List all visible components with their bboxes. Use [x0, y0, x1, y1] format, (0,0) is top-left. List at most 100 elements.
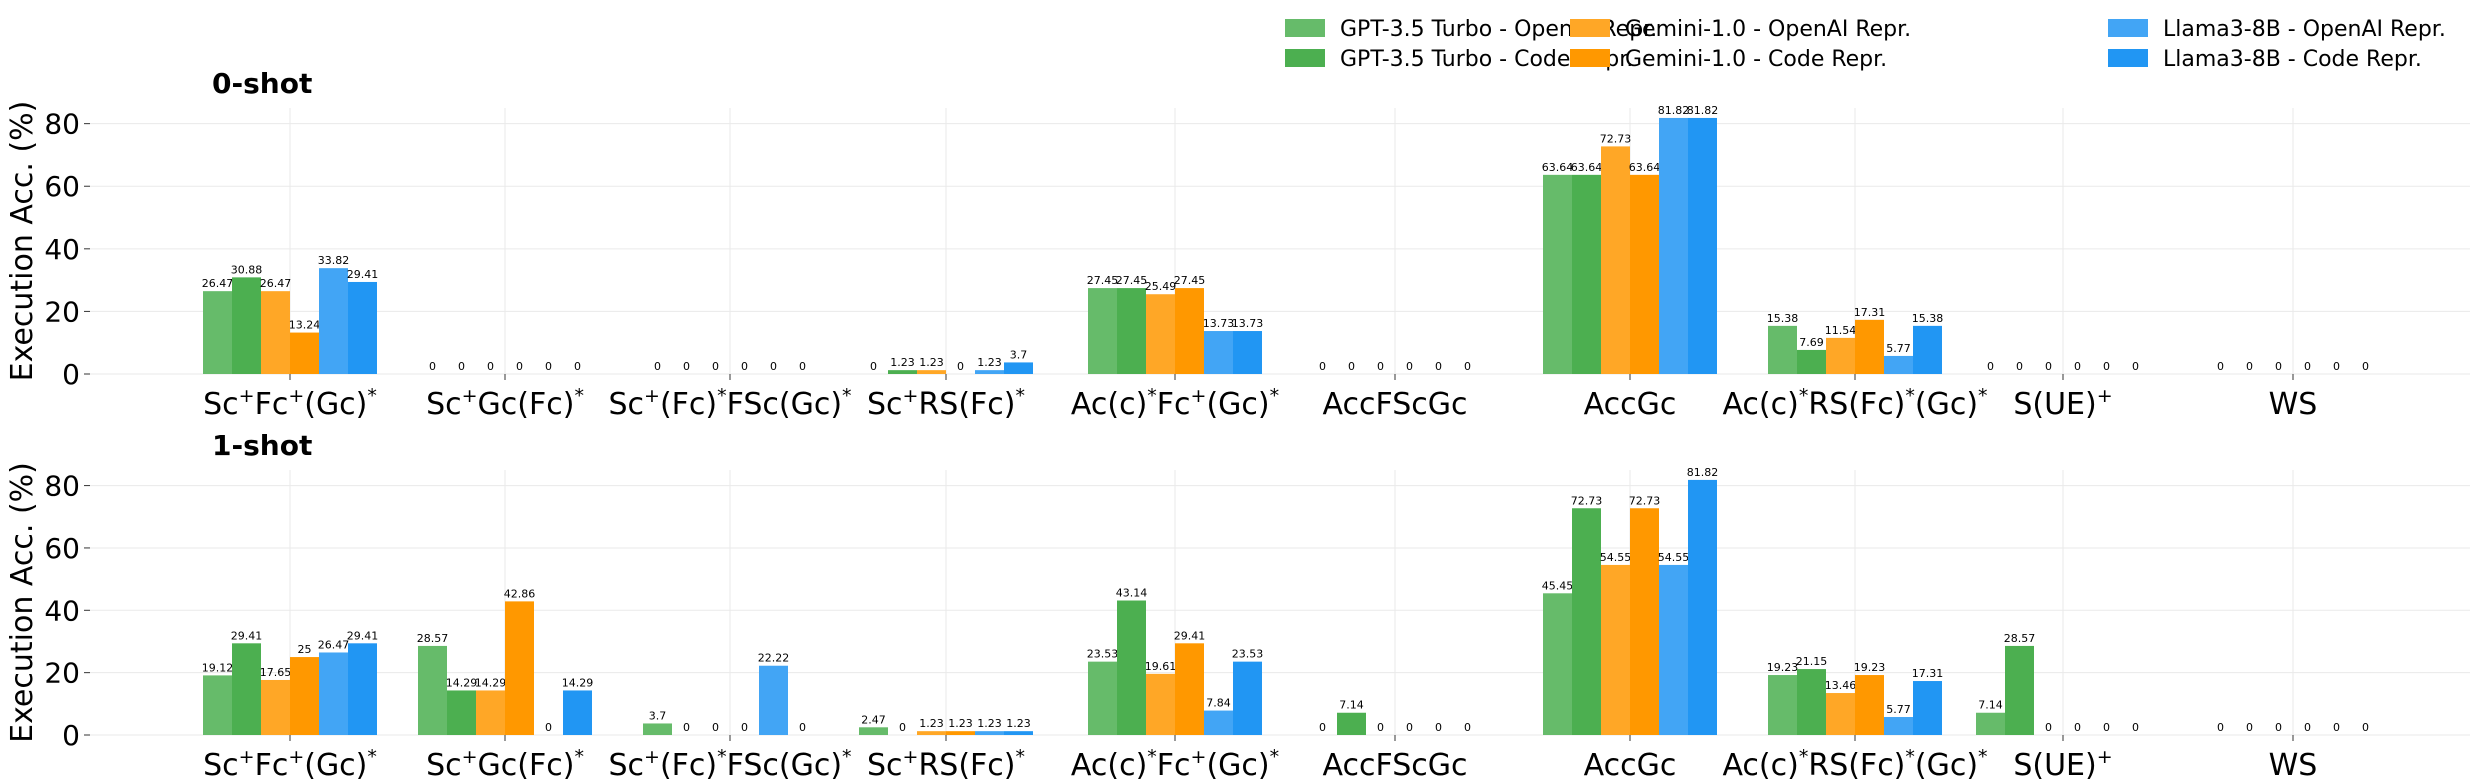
data-label: 54.55	[1658, 551, 1690, 564]
data-label: 72.73	[1600, 132, 1632, 145]
data-label: 43.14	[1116, 587, 1148, 600]
x-tick-label: Sc+(Fc)*FSc(Gc)*​	[608, 746, 851, 783]
bar	[1117, 288, 1146, 374]
data-label: 26.47	[318, 638, 350, 651]
data-label: 29.41	[347, 629, 379, 642]
data-label: 81.82	[1687, 104, 1719, 117]
bar	[319, 268, 348, 374]
data-label: 22.22	[758, 652, 790, 665]
bar	[505, 601, 534, 735]
bar	[348, 281, 377, 374]
data-label: 0	[799, 721, 806, 734]
bar	[261, 291, 290, 374]
bar	[975, 370, 1004, 374]
data-label: 1.23	[890, 356, 915, 369]
data-label: 1.23	[948, 717, 973, 730]
bar	[1659, 117, 1688, 374]
data-label: 13.46	[1825, 679, 1857, 692]
data-label: 28.57	[2004, 632, 2036, 645]
data-label: 81.82	[1658, 104, 1690, 117]
data-label: 0	[1464, 360, 1471, 373]
data-label: 0	[2304, 360, 2311, 373]
data-label: 0	[2045, 721, 2052, 734]
data-label: 0	[2217, 721, 2224, 734]
bar	[1768, 325, 1797, 374]
data-label: 0	[870, 360, 877, 373]
x-tick-label: Sc+Fc+(Gc)*​	[203, 385, 377, 422]
data-label: 7.84	[1206, 697, 1231, 710]
bar	[1543, 174, 1572, 374]
data-label: 0	[2304, 721, 2311, 734]
data-label: 26.47	[202, 277, 234, 290]
bar	[1004, 362, 1033, 374]
data-label: 13.24	[289, 319, 321, 332]
data-label: 0	[1406, 721, 1413, 734]
bar	[1543, 593, 1572, 735]
data-label: 19.23	[1767, 661, 1799, 674]
bar	[1768, 675, 1797, 735]
bar	[1826, 693, 1855, 735]
bar	[1572, 508, 1601, 735]
bar-group: 0 0 0 0 0 0	[2217, 360, 2369, 373]
data-label: 17.31	[1854, 306, 1886, 319]
data-label: 0	[2074, 721, 2081, 734]
bar	[2005, 645, 2034, 735]
data-label: 63.64	[1629, 161, 1661, 174]
data-label: 19.23	[1854, 661, 1886, 674]
bar	[203, 675, 232, 735]
y-axis-label: Execution Acc. (%)	[5, 462, 40, 743]
data-label: 14.29	[562, 676, 594, 689]
panel-title: 0-shot	[212, 67, 312, 100]
data-label: 26.47	[260, 277, 292, 290]
data-label: 0	[741, 721, 748, 734]
data-label: 30.88	[231, 263, 263, 276]
legend-item: Llama3-8B - Code Repr.	[2108, 47, 2422, 72]
data-label: 0	[2217, 360, 2224, 373]
data-label: 25	[298, 643, 312, 656]
data-label: 15.38	[1767, 312, 1799, 325]
bar	[1913, 681, 1942, 735]
y-tick-label: 0	[62, 719, 80, 752]
data-label: 0	[1464, 721, 1471, 734]
bar	[1913, 325, 1942, 374]
data-label: 0	[545, 721, 552, 734]
bar-group: 0 0 0 0 0 0	[654, 360, 806, 373]
data-label: 23.53	[1232, 648, 1264, 661]
data-label: 0	[683, 360, 690, 373]
data-label: 7.14	[1978, 699, 2003, 712]
data-label: 0	[2246, 360, 2253, 373]
bar-group: 0 1.23 1.23 0 1.23 3.7	[870, 348, 1033, 374]
bar	[643, 723, 672, 735]
data-label: 0	[1435, 360, 1442, 373]
data-label: 0	[2103, 721, 2110, 734]
data-label: 0	[1406, 360, 1413, 373]
bar	[261, 679, 290, 735]
x-tick-label: WS	[2269, 387, 2318, 422]
bar	[1175, 643, 1204, 735]
data-label: 72.73	[1629, 494, 1661, 507]
data-label: 3.7	[649, 709, 667, 722]
bar	[1088, 288, 1117, 374]
bar	[759, 665, 788, 735]
bar	[203, 291, 232, 374]
bar	[1826, 337, 1855, 374]
x-tick-label: AccGc	[1584, 387, 1677, 422]
data-label: 0	[2074, 360, 2081, 373]
data-label: 5.77	[1886, 342, 1911, 355]
legend-item: Gemini-1.0 - OpenAI Repr.	[1570, 17, 1911, 42]
legend-swatch	[1285, 19, 1325, 37]
x-tick-label: AccGc	[1584, 748, 1677, 783]
y-tick-label: 0	[62, 358, 80, 391]
data-label: 2.47	[861, 713, 886, 726]
legend-item: Llama3-8B - OpenAI Repr.	[2108, 17, 2446, 42]
bar	[1175, 288, 1204, 374]
x-tick-label: Ac(c)*RS(Fc)*(Gc)*​	[1722, 746, 1987, 783]
data-label: 1.23	[977, 717, 1002, 730]
y-tick-label: 80	[44, 470, 80, 503]
data-label: 0	[2246, 721, 2253, 734]
